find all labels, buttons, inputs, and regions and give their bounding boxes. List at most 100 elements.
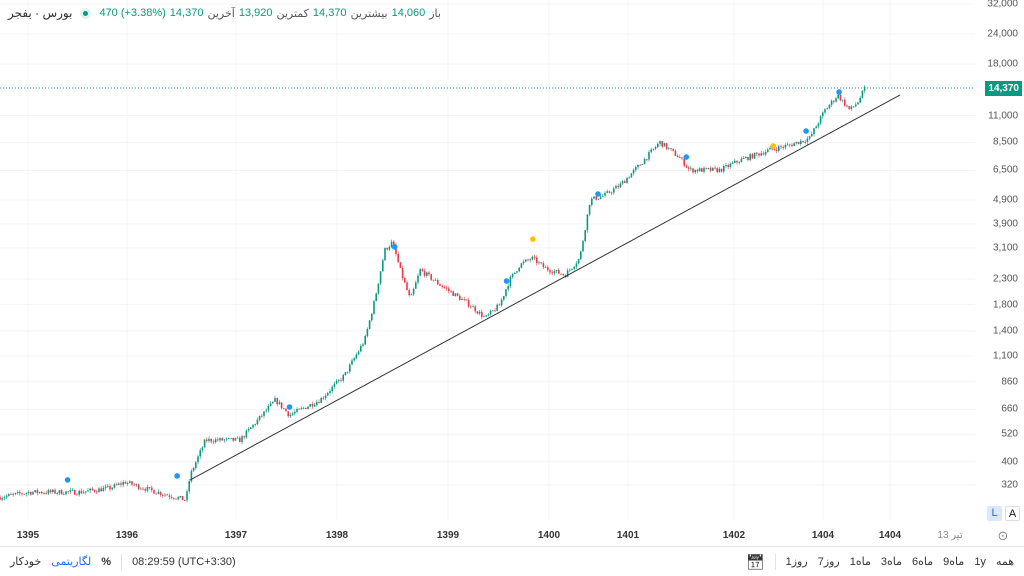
range-7d[interactable]: 7روز <box>817 556 840 568</box>
candle <box>34 489 36 494</box>
price-tick: 11,000 <box>988 110 1018 122</box>
candle <box>177 495 179 501</box>
range-1y[interactable]: 1y <box>974 555 986 568</box>
candle <box>49 488 52 494</box>
symbol-name[interactable]: بورس · بفجر <box>8 6 73 20</box>
candle-body <box>472 306 474 308</box>
clock-timezone[interactable]: 08:29:59 (UTC+3:30) <box>132 555 236 568</box>
candle-body <box>450 290 452 292</box>
candle <box>256 417 259 425</box>
candle-body <box>25 493 28 494</box>
range-3m[interactable]: 3ماه <box>880 556 903 568</box>
candle <box>613 186 615 195</box>
auto-scale-toggle[interactable]: A <box>1005 506 1020 521</box>
time-tick: 1402 <box>722 530 746 541</box>
candle <box>69 487 72 494</box>
candle-body <box>327 392 329 396</box>
candle <box>461 296 463 301</box>
range-all[interactable]: همه <box>995 556 1014 568</box>
candle-body <box>272 401 274 404</box>
candle-body <box>166 494 168 496</box>
candle <box>245 429 248 439</box>
candle <box>808 135 811 141</box>
candle <box>133 483 135 487</box>
candle-body <box>19 491 21 494</box>
log-button[interactable]: لگاریتمی <box>51 556 92 568</box>
candle <box>467 297 470 308</box>
candle <box>3 495 6 501</box>
date-range-calendar-icon[interactable]: 📅︎ <box>745 553 765 571</box>
candle-body <box>263 411 265 416</box>
candle <box>593 196 595 200</box>
candle-body <box>375 293 377 302</box>
time-axis[interactable]: 1395 1396 1397 1398 1399 1400 1401 1402 … <box>0 520 1024 546</box>
price-tick: 3,900 <box>992 218 1018 230</box>
candle <box>87 487 89 492</box>
candle <box>577 258 580 265</box>
candle <box>115 482 118 486</box>
candle <box>780 144 782 150</box>
candle-body <box>619 183 622 188</box>
log-scale-toggle[interactable]: L <box>987 506 1002 521</box>
candle <box>687 166 690 172</box>
candle <box>190 469 193 483</box>
candle <box>694 169 696 174</box>
candle <box>434 277 437 281</box>
candle-body <box>676 155 679 158</box>
candle <box>164 492 166 498</box>
range-1d[interactable]: 1روز <box>785 556 808 568</box>
candle <box>828 103 831 110</box>
percent-button[interactable]: % <box>101 555 112 568</box>
settings-icon[interactable]: ⊙ <box>997 528 1009 543</box>
candle <box>203 438 206 448</box>
candle <box>621 180 624 185</box>
candle <box>60 489 63 495</box>
trend-line[interactable] <box>189 94 901 481</box>
candle-body <box>679 157 681 158</box>
price-chart[interactable] <box>0 0 975 520</box>
stat-open-value: 14,060 <box>391 6 426 19</box>
candle <box>784 143 787 150</box>
candle <box>234 437 237 442</box>
candle-body <box>195 462 197 469</box>
candle <box>287 411 289 418</box>
candle <box>690 165 692 172</box>
candle <box>120 480 122 488</box>
candle-body <box>355 354 358 359</box>
price-tick: 6,500 <box>992 164 1018 176</box>
candle <box>769 145 771 150</box>
candle-body <box>500 299 503 306</box>
range-9m[interactable]: 9ماه <box>943 556 965 568</box>
candle-body <box>665 143 668 149</box>
candle-body <box>426 272 428 276</box>
candle-body <box>670 148 672 150</box>
candle <box>243 435 245 440</box>
candle <box>401 265 404 281</box>
candle-body <box>153 490 155 494</box>
candle-body <box>362 344 364 346</box>
range-1m[interactable]: 1ماه <box>849 556 871 568</box>
range-6m[interactable]: 6ماه <box>912 556 934 568</box>
candle <box>368 319 371 330</box>
auto-button[interactable]: خودکار <box>10 556 42 568</box>
candle <box>492 310 494 312</box>
candle-body <box>225 438 228 440</box>
candle <box>731 161 734 165</box>
candle-body <box>707 168 710 169</box>
candle-body <box>544 267 547 268</box>
candle-body <box>505 289 507 297</box>
candle <box>470 305 472 309</box>
candle <box>544 265 547 268</box>
symbol-header: بورس · بفجر باز 14,060 بیشترین 14,370 کمتر… <box>8 6 441 20</box>
candle-body <box>577 259 580 264</box>
candle <box>412 287 415 296</box>
candle <box>228 437 230 440</box>
price-axis[interactable]: 14,370 32,000 24,000 18,000 11,000 8,500 6,50… <box>975 0 1024 520</box>
candle-body <box>773 149 776 151</box>
candle-body <box>536 257 538 264</box>
candle-body <box>703 167 705 172</box>
candle <box>91 486 94 491</box>
candle-body <box>476 311 479 314</box>
candle-body <box>267 406 270 411</box>
candle <box>212 439 215 445</box>
